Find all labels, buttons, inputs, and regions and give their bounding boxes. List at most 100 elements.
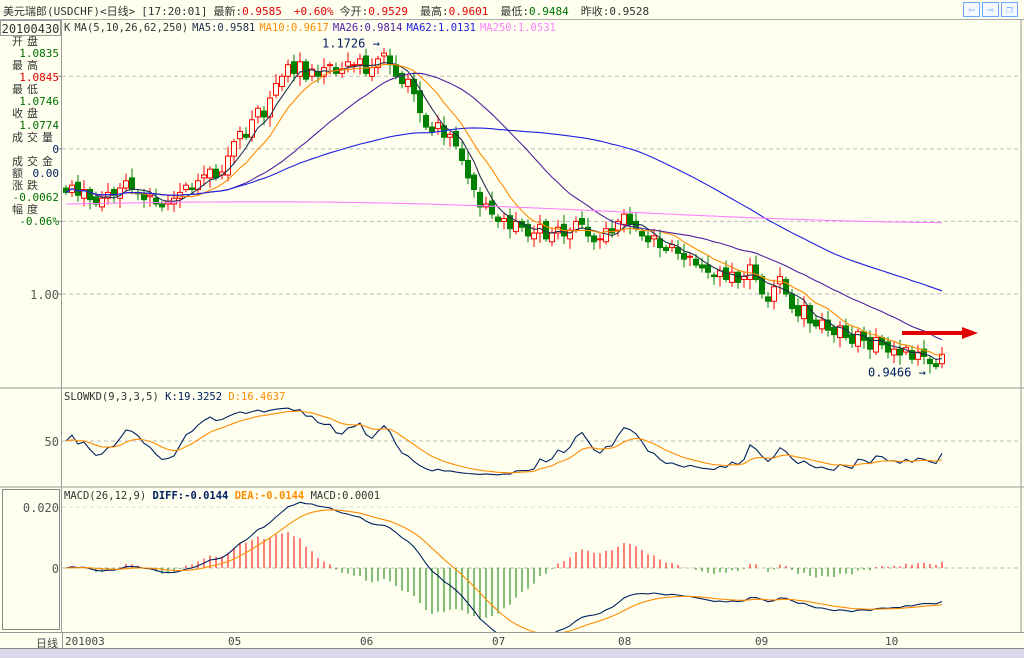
candle-down: [735, 271, 741, 283]
chart-canvas[interactable]: 1.1726 → 0.9466 →: [0, 0, 1024, 632]
high-label: 最高:: [419, 5, 449, 18]
candle-down: [663, 247, 669, 251]
candle-up: [351, 64, 357, 67]
candle-down: [507, 215, 513, 230]
candle-down: [159, 203, 165, 208]
candle-up: [147, 194, 153, 198]
candle-down: [627, 213, 633, 225]
latest-label: 最新:: [213, 5, 243, 18]
candle-down: [813, 319, 819, 327]
candle-down: [693, 258, 699, 266]
info-label: 收盘: [12, 107, 42, 120]
back-arrow-icon[interactable]: ⇦: [963, 2, 980, 17]
candle-down: [921, 348, 927, 357]
kd-k-value: K:19.3252: [165, 391, 223, 403]
candle-up: [615, 220, 621, 231]
candle-down: [243, 133, 249, 138]
restore-window-icon[interactable]: ❐: [1001, 2, 1018, 17]
candle-down: [885, 341, 891, 353]
ma-legend: K MA(5,10,26,62,250) MA5:0.9581 MA10:0.9617…: [64, 22, 560, 34]
info-label: 最低: [12, 83, 42, 96]
candle-up: [741, 276, 747, 280]
candle-down: [189, 187, 195, 191]
candle-down: [525, 223, 531, 237]
candle-down: [849, 334, 855, 344]
x-tick: 201003: [65, 635, 105, 648]
high-annotation: 1.1726 →: [322, 36, 380, 50]
candle-up: [231, 141, 237, 157]
status-bar: [0, 648, 1024, 658]
candle-down: [111, 189, 117, 196]
low-label: 最低:: [500, 5, 529, 18]
candle-up: [801, 305, 807, 320]
candle-up: [255, 107, 261, 118]
kd-k-line: [65, 407, 943, 476]
candle-down: [705, 264, 711, 273]
forward-arrow-icon[interactable]: ⇨: [982, 2, 999, 17]
legend-ma5: MA5:0.9581: [192, 22, 256, 34]
legend-ma62: MA62:1.0131: [406, 22, 476, 34]
ma10-line: [65, 63, 943, 357]
legend-ma-params: MA(5,10,26,62,250): [74, 22, 189, 34]
candle-down: [141, 193, 147, 201]
candle-up: [597, 238, 603, 241]
candle-up: [687, 255, 693, 258]
macd-dea-line: [65, 509, 943, 632]
candle-up: [381, 52, 387, 57]
candle-up: [873, 337, 879, 353]
candle-up: [405, 78, 411, 87]
candle-down: [609, 228, 615, 234]
candle-down: [639, 231, 645, 237]
kd-d-line: [65, 410, 943, 474]
candle-down: [927, 358, 933, 365]
low-price: 0.9484: [528, 5, 569, 18]
candle-up: [771, 286, 777, 302]
candle-down: [645, 235, 651, 243]
info-label: 幅度: [12, 203, 42, 216]
x-tick: 05: [228, 635, 242, 648]
candle-down: [585, 226, 591, 237]
candle-up: [237, 130, 243, 140]
macd-diff-line: [65, 501, 943, 632]
candle-up: [285, 64, 291, 77]
candle-down: [789, 293, 795, 310]
candle-up: [297, 61, 303, 77]
candle-up: [855, 331, 861, 347]
candle-down: [477, 191, 483, 208]
info-value: 0: [52, 143, 59, 156]
candle-down: [153, 197, 159, 205]
candle-up: [369, 67, 375, 77]
candle-down: [291, 61, 297, 74]
period-label: 日线: [36, 637, 58, 650]
candle-up: [267, 97, 273, 118]
prev-close-label: 昨收:: [580, 5, 610, 18]
candle-down: [807, 305, 813, 324]
candle-up: [105, 191, 111, 199]
candle-up: [273, 83, 279, 96]
candle-up: [837, 325, 843, 339]
candle-up: [603, 228, 609, 243]
candle-up: [621, 213, 627, 225]
candle-down: [495, 216, 501, 222]
candle-down: [753, 264, 759, 280]
candle-down: [909, 350, 915, 360]
candle-down: [87, 189, 93, 201]
candle-down: [213, 168, 219, 179]
macd-value: MACD:0.0001: [310, 490, 381, 502]
info-value: 1.0774: [19, 119, 59, 132]
candle-up: [207, 168, 213, 179]
candle-up: [357, 58, 363, 66]
candle-down: [453, 130, 459, 147]
info-value: 1.0746: [19, 95, 59, 108]
open-price: 0.9529: [368, 5, 408, 18]
candle-up: [447, 133, 453, 138]
candle-down: [831, 326, 837, 336]
candle-down: [897, 348, 903, 356]
candle-down: [459, 148, 465, 161]
candle-down: [423, 114, 429, 128]
legend-ma26: MA26:0.9814: [332, 22, 403, 34]
macd-diff: DIFF:-0.0144: [152, 490, 229, 502]
info-value: 1.0835: [19, 47, 59, 60]
candle-down: [429, 126, 435, 132]
candle-up: [201, 174, 207, 179]
